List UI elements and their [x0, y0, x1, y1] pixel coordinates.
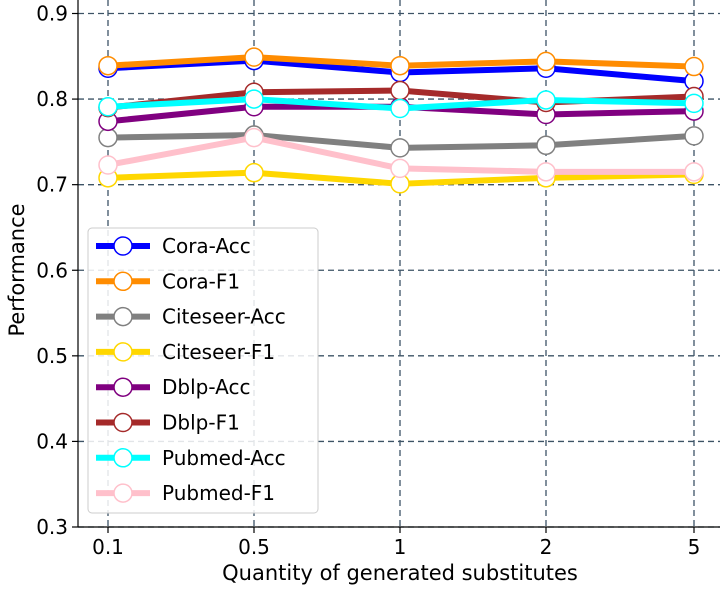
data-point — [244, 47, 264, 67]
legend-label: Cora-F1 — [162, 269, 240, 293]
data-point — [684, 126, 704, 146]
x-tick-label: 1 — [394, 535, 407, 559]
y-tick-label: 0.3 — [36, 515, 68, 539]
data-point — [390, 158, 410, 179]
y-axis-label: Performance — [5, 203, 29, 336]
series-pubmed-f1 — [98, 127, 704, 182]
legend-label: Pubmed-Acc — [162, 446, 286, 470]
data-point — [536, 51, 556, 72]
y-tick-label: 0.7 — [36, 173, 68, 197]
legend: Cora-Acc Cora-F1 Citeseer-Acc Citeseer-F1 Db… — [87, 227, 319, 514]
legend-marker — [113, 306, 133, 327]
y-tick-label: 0.4 — [36, 429, 68, 453]
legend-marker — [113, 377, 133, 397]
data-point — [684, 93, 704, 114]
data-point — [98, 55, 118, 76]
data-point — [684, 56, 704, 77]
legend-label: Dblp-Acc — [162, 375, 250, 399]
series-group — [98, 47, 704, 194]
legend-label: Pubmed-F1 — [162, 481, 275, 505]
legend-label: Citeseer-F1 — [162, 340, 275, 364]
y-tick-label: 0.5 — [36, 344, 68, 368]
x-axis-label: Quantity of generated substitutes — [222, 561, 578, 585]
data-point — [536, 90, 556, 110]
data-point — [684, 162, 704, 182]
legend-marker — [113, 342, 133, 362]
data-point — [390, 138, 410, 158]
legend-box — [87, 227, 319, 514]
axes: 0.3 0.4 0.5 0.6 0.7 0.8 0.9 0.1 0.5 1 2 5 — [36, 0, 720, 559]
x-tick-label: 5 — [688, 535, 701, 559]
data-point — [390, 55, 410, 76]
legend-marker — [113, 412, 133, 433]
data-point — [98, 155, 118, 175]
legend-label: Dblp-F1 — [162, 411, 240, 435]
data-point — [536, 162, 556, 182]
series-cora-f1 — [98, 47, 704, 77]
legend-label: Citeseer-Acc — [162, 305, 286, 329]
data-point — [390, 98, 410, 119]
legend-marker — [113, 236, 133, 256]
y-tick-label: 0.8 — [36, 87, 68, 111]
x-tick-label: 0.5 — [238, 535, 270, 559]
x-tick-label: 2 — [540, 535, 553, 559]
data-point — [244, 162, 264, 183]
data-point — [536, 135, 556, 156]
data-point — [244, 127, 264, 148]
y-tick-label: 0.9 — [36, 2, 68, 26]
data-point — [98, 127, 118, 148]
x-tick-label: 0.1 — [92, 535, 124, 559]
data-point — [98, 97, 118, 117]
legend-marker — [113, 271, 133, 292]
legend-label: Cora-Acc — [162, 234, 251, 258]
y-tick-label: 0.6 — [36, 258, 68, 282]
data-point — [244, 89, 264, 109]
data-point — [390, 80, 410, 101]
series-citeseer-f1 — [98, 162, 704, 194]
series-pubmed-acc — [98, 89, 704, 119]
legend-marker — [113, 448, 133, 468]
legend-marker — [113, 483, 133, 503]
